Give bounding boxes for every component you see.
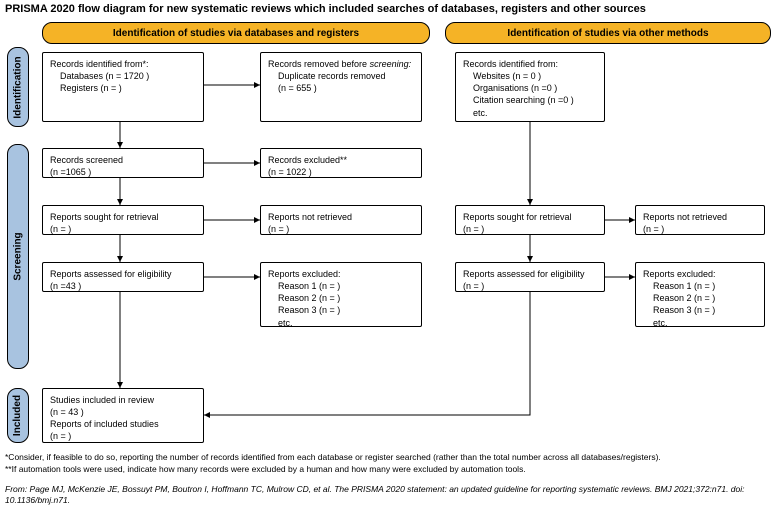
text: Records identified from*: [50,58,196,70]
text: (n = ) [643,223,757,235]
citation: From: Page MJ, McKenzie JE, Bossuyt PM, … [5,484,770,506]
box-reports-sought-right: Reports sought for retrieval (n = ) [455,205,605,235]
text: Reason 2 (n = ) [268,292,414,304]
text: Duplicate records removed [268,70,414,82]
text: Reports not retrieved [268,211,414,223]
text: Organisations (n =0 ) [463,82,597,94]
text: Registers (n = ) [50,82,196,94]
text: Reason 1 (n = ) [643,280,757,292]
text: Reports sought for retrieval [50,211,196,223]
box-reports-assessed-left: Reports assessed for eligibility (n =43 … [42,262,204,292]
phase-screening-label: Screening [13,232,24,280]
phase-identification-label: Identification [13,56,24,118]
text: (n =43 ) [50,280,196,292]
phase-included: Included [7,388,29,443]
box-reports-notretrieved-left: Reports not retrieved (n = ) [260,205,422,235]
text: (n = ) [268,223,414,235]
text: Reports assessed for eligibility [463,268,597,280]
box-records-identified-other: Records identified from: Websites (n = 0… [455,52,605,122]
footnote-2: **If automation tools were used, indicat… [5,464,770,475]
footnote-1: *Consider, if feasible to do so, reporti… [5,452,770,463]
text: etc. [268,317,414,329]
box-reports-excluded-reasons-left: Reports excluded: Reason 1 (n = ) Reason… [260,262,422,327]
header-databases: Identification of studies via databases … [42,22,430,44]
text: Records removed before screening: [268,58,414,70]
text: Reason 3 (n = ) [643,304,757,316]
header-other-methods: Identification of studies via other meth… [445,22,771,44]
text: (n = ) [463,223,597,235]
text: etc. [463,107,597,119]
box-reports-assessed-right: Reports assessed for eligibility (n = ) [455,262,605,292]
text: (n = 43 ) [50,406,196,418]
text: Websites (n = 0 ) [463,70,597,82]
box-reports-excluded-reasons-right: Reports excluded: Reason 1 (n = ) Reason… [635,262,765,327]
text: Reason 2 (n = ) [643,292,757,304]
text: (n = 1022 ) [268,166,414,178]
box-records-removed: Records removed before screening: Duplic… [260,52,422,122]
text: (n = ) [50,223,196,235]
box-records-screened: Records screened (n =1065 ) [42,148,204,178]
text: (n = ) [463,280,597,292]
box-reports-notretrieved-right: Reports not retrieved (n = ) [635,205,765,235]
text: Studies included in review [50,394,196,406]
box-records-excluded: Records excluded** (n = 1022 ) [260,148,422,178]
text: (n =1065 ) [50,166,196,178]
text: Records identified from: [463,58,597,70]
text: Reports of included studies [50,418,196,430]
text: Reason 1 (n = ) [268,280,414,292]
text: Reports assessed for eligibility [50,268,196,280]
diagram-title: PRISMA 2020 flow diagram for new systema… [5,3,646,15]
text: etc. [643,317,757,329]
phase-identification: Identification [7,47,29,127]
box-studies-included: Studies included in review (n = 43 ) Rep… [42,388,204,443]
text: Citation searching (n =0 ) [463,94,597,106]
text: Reports sought for retrieval [463,211,597,223]
text: Reason 3 (n = ) [268,304,414,316]
text: Reports not retrieved [643,211,757,223]
text: Reports excluded: [268,268,414,280]
text: Reports excluded: [643,268,757,280]
text: Databases (n = 1720 ) [50,70,196,82]
phase-screening: Screening [7,144,29,369]
box-records-identified-db: Records identified from*: Databases (n =… [42,52,204,122]
text: Records screened [50,154,196,166]
box-reports-sought-left: Reports sought for retrieval (n = ) [42,205,204,235]
phase-included-label: Included [13,395,24,436]
text: (n = ) [50,430,196,442]
text: (n = 655 ) [268,82,414,94]
text: Records excluded** [268,154,414,166]
